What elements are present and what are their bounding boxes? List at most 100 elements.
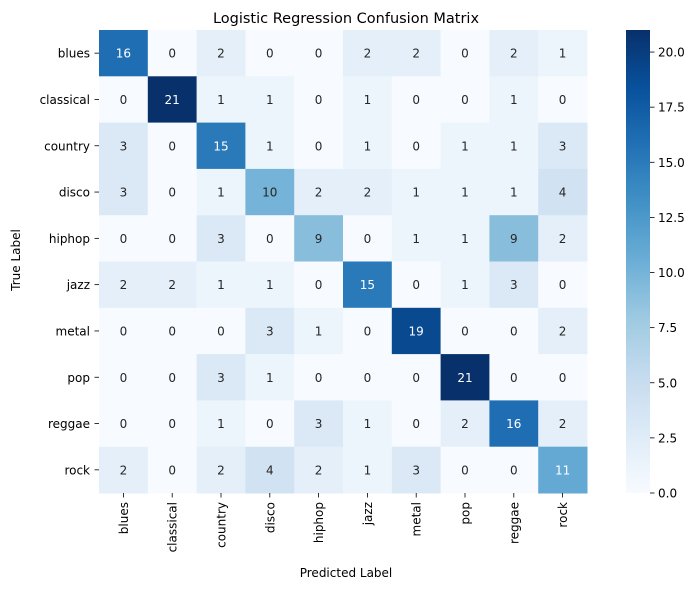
y-tick-label: hiphop <box>49 232 90 246</box>
colorbar-tick-label: 12.5 <box>658 211 685 225</box>
heatmap-cell <box>294 76 344 124</box>
heatmap-cell <box>99 307 149 355</box>
heatmap-cells <box>99 30 588 494</box>
heatmap-cell <box>440 122 490 170</box>
y-tick-label: classical <box>40 93 90 107</box>
cell-value: 0 <box>266 417 274 431</box>
cell-value: 21 <box>457 371 472 385</box>
y-tick-label: country <box>44 139 90 153</box>
y-tick-label: jazz <box>66 278 90 292</box>
heatmap-cell <box>343 168 393 216</box>
cell-value: 21 <box>165 93 180 107</box>
heatmap-cell <box>147 122 198 170</box>
y-tick-label: disco <box>59 186 90 200</box>
cell-value: 1 <box>364 417 372 431</box>
x-tick-label: classical <box>166 502 180 552</box>
heatmap-cell <box>538 168 588 216</box>
heatmap-cell <box>147 307 198 355</box>
heatmap-cell <box>538 122 588 170</box>
heatmap-cell <box>391 76 442 124</box>
cell-value: 2 <box>120 463 128 477</box>
cell-value: 0 <box>168 139 176 153</box>
cell-value: 3 <box>120 186 128 200</box>
heatmap-cell <box>391 261 442 309</box>
cell-value: 0 <box>315 93 323 107</box>
heatmap-cell <box>294 354 344 401</box>
heatmap-cell <box>489 168 539 216</box>
heatmap-cell <box>538 215 588 262</box>
cell-value: 2 <box>364 186 372 200</box>
heatmap-cell <box>391 307 442 355</box>
heatmap-cell <box>196 76 246 124</box>
heatmap-cell <box>489 261 539 309</box>
heatmap-cell <box>99 76 149 124</box>
cell-value: 0 <box>315 278 323 292</box>
cell-value: 15 <box>360 278 375 292</box>
heatmap-cell <box>147 30 198 77</box>
heatmap-cell <box>538 76 588 124</box>
heatmap-cell <box>147 261 198 309</box>
cell-value: 0 <box>168 324 176 338</box>
y-axis-ticks: blues classical country disco hiphop jazz meta… <box>40 47 99 477</box>
cell-value: 3 <box>315 417 323 431</box>
cell-value: 1 <box>266 371 274 385</box>
cell-value: 0 <box>510 463 518 477</box>
heatmap-cell <box>99 168 149 216</box>
heatmap-cell <box>489 122 539 170</box>
cell-value: 2 <box>120 278 128 292</box>
heatmap-cell <box>245 76 295 124</box>
cell-value: 0 <box>315 371 323 385</box>
heatmap-cell <box>294 400 344 448</box>
x-tick-label: pop <box>459 502 473 525</box>
cell-value: 2 <box>315 186 323 200</box>
cell-value: 4 <box>266 463 274 477</box>
heatmap-cell <box>99 122 149 170</box>
cell-value: 0 <box>168 417 176 431</box>
heatmap-cell <box>99 215 149 262</box>
cell-value: 0 <box>168 232 176 246</box>
heatmap-cell <box>245 215 295 262</box>
heatmap-cell <box>147 76 198 124</box>
heatmap-cell <box>294 307 344 355</box>
cell-value: 2 <box>559 324 567 338</box>
cell-value: 0 <box>461 93 469 107</box>
heatmap-cell <box>294 446 344 494</box>
heatmap-cell <box>489 215 539 262</box>
heatmap-cell <box>245 446 295 494</box>
cell-value: 10 <box>262 186 277 200</box>
colorbar-tick-label: 20.0 <box>658 46 685 60</box>
colorbar-ticks: 0.0 2.5 5.0 7.5 10.0 12.5 15.0 17.5 20.0 <box>650 46 685 501</box>
cell-value: 0 <box>559 93 567 107</box>
cell-value: 1 <box>217 93 225 107</box>
heatmap-cell <box>538 307 588 355</box>
cell-value: 0 <box>412 417 420 431</box>
cell-value: 1 <box>315 324 323 338</box>
cell-value: 1 <box>217 417 225 431</box>
cell-value: 1 <box>412 186 420 200</box>
cell-value: 1 <box>461 139 469 153</box>
cell-value: 2 <box>364 47 372 61</box>
cell-value: 0 <box>266 232 274 246</box>
cell-value: 0 <box>168 47 176 61</box>
cell-value: 0 <box>412 93 420 107</box>
heatmap-cell <box>343 261 393 309</box>
heatmap-cell <box>196 261 246 309</box>
heatmap-cell <box>245 168 295 216</box>
cell-value: 1 <box>461 278 469 292</box>
heatmap-cell <box>343 354 393 401</box>
heatmap-cell <box>440 354 490 401</box>
cell-value: 3 <box>510 278 518 292</box>
cell-value: 0 <box>412 139 420 153</box>
y-tick-label: blues <box>58 47 90 61</box>
cell-value: 3 <box>559 139 567 153</box>
heatmap-cell <box>489 307 539 355</box>
cell-value: 2 <box>315 463 323 477</box>
heatmap-cell <box>343 30 393 77</box>
heatmap-cell <box>343 446 393 494</box>
heatmap-cell <box>440 446 490 494</box>
heatmap-cell <box>440 30 490 77</box>
heatmap-cell <box>245 307 295 355</box>
cell-value: 0 <box>559 278 567 292</box>
chart-title: Logistic Regression Confusion Matrix <box>213 11 480 27</box>
cell-value: 1 <box>461 232 469 246</box>
